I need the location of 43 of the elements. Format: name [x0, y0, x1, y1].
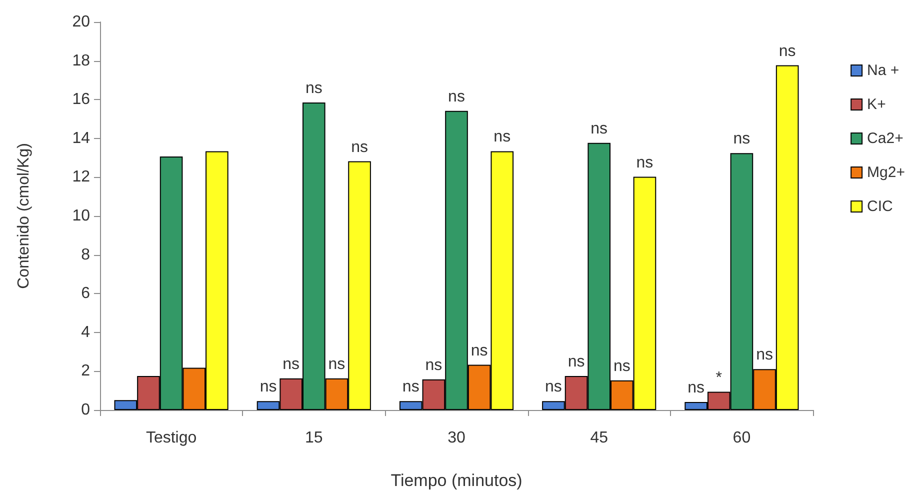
y-tick-label: 18	[72, 52, 90, 70]
legend-label: Ca2+	[867, 130, 904, 147]
legend-label: K+	[867, 96, 886, 113]
legend-label: Mg2+	[867, 164, 906, 181]
y-tick-label: 6	[81, 285, 90, 302]
x-axis-title: Tiempo (minutos)	[390, 471, 522, 490]
data-label: ns	[351, 138, 368, 156]
data-label: ns	[448, 88, 465, 106]
x-tick-label: 15	[305, 430, 323, 446]
data-label: ns	[613, 358, 630, 375]
y-tick-label: 2	[81, 362, 90, 380]
y-tick-label: 14	[72, 130, 90, 147]
data-label: ns	[402, 378, 420, 396]
data-label: ns	[778, 42, 796, 60]
data-label: ns	[282, 356, 300, 373]
data-label: ns	[260, 378, 277, 396]
data-label: ns	[733, 130, 750, 148]
x-tick-label: Testigo	[146, 430, 197, 446]
y-axis-title: Contenido (cmol/Kg)	[16, 143, 32, 289]
legend-label: CIC	[867, 198, 894, 215]
y-tick-label: 0	[81, 402, 90, 418]
data-label: ns	[305, 80, 322, 98]
y-tick-label: 10	[72, 208, 90, 224]
data-label: ns	[756, 346, 773, 364]
data-label: ns	[636, 154, 654, 172]
y-tick-label: 4	[81, 324, 90, 341]
data-label: ns	[494, 128, 511, 146]
y-tick-label: 12	[72, 168, 90, 186]
y-tick-label: 16	[72, 91, 90, 108]
legend-label: Na +	[867, 62, 900, 79]
x-tick-label: 45	[590, 430, 608, 446]
x-tick-label: 60	[732, 430, 751, 446]
data-label: ns	[568, 354, 585, 371]
data-label: ns	[425, 356, 442, 374]
data-label: ns	[470, 342, 488, 360]
data-label: ns	[545, 378, 562, 396]
data-label: ns	[688, 380, 705, 397]
y-tick-label: 8	[81, 246, 90, 264]
data-label: ns	[328, 356, 346, 373]
data-label: *	[716, 369, 722, 386]
y-tick-label: 20	[72, 14, 90, 30]
data-label: ns	[590, 120, 608, 138]
x-tick-label: 30	[448, 430, 466, 446]
